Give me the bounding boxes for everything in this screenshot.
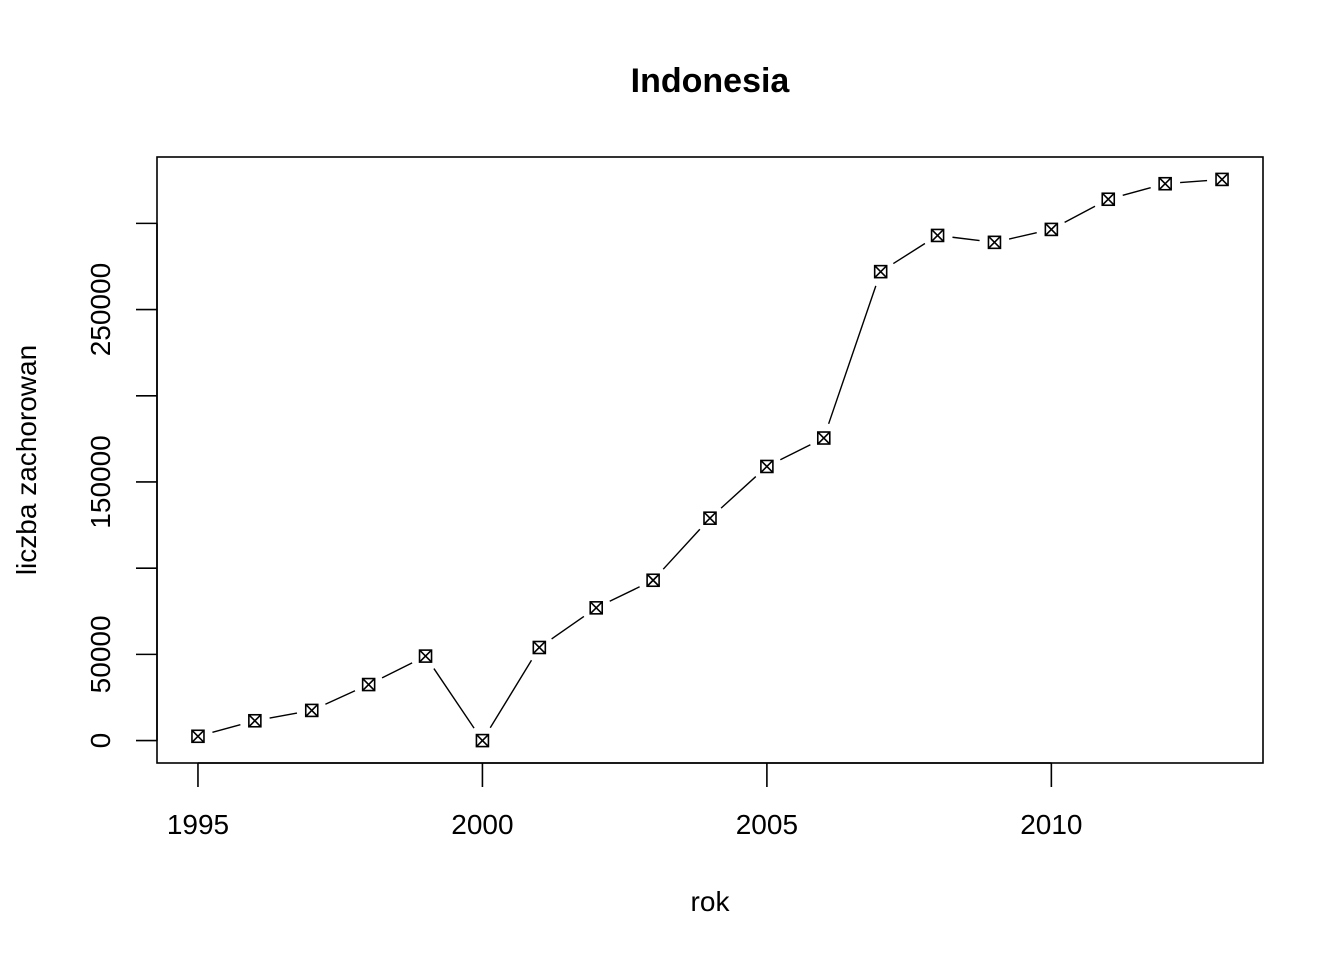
data-point (589, 601, 604, 615)
series-segment (952, 236, 980, 242)
series-line (212, 179, 1208, 734)
data-point (191, 729, 205, 744)
y-axis-label: liczba zachorowan (11, 345, 42, 575)
data-point (1158, 176, 1172, 191)
y-tick-label: 250000 (85, 263, 116, 356)
data-point (703, 511, 717, 525)
series-segment (269, 712, 298, 719)
data-point (248, 713, 262, 728)
series-segment (551, 615, 585, 640)
series-segment (827, 285, 877, 425)
x-tick-label: 2010 (1020, 809, 1082, 840)
plot-frame (156, 156, 1264, 764)
series-segment (1122, 186, 1151, 196)
series-segment (720, 476, 757, 509)
series-segment (779, 444, 811, 461)
data-point (532, 640, 547, 655)
series-segment (1008, 232, 1037, 240)
x-axis: 1995 2000 2005 2010 (167, 762, 1083, 840)
x-tick-label: 2000 (451, 809, 513, 840)
series-segment (489, 659, 533, 729)
data-point (816, 431, 831, 445)
series-segment (662, 528, 701, 570)
y-axis: 0 50000 150000 250000 (85, 222, 158, 749)
data-point (930, 228, 945, 243)
series-segment (433, 668, 475, 729)
data-point (1044, 222, 1059, 237)
data-point (475, 733, 490, 748)
data-point (760, 459, 774, 474)
data-point (418, 649, 433, 663)
series-segment (1180, 179, 1208, 184)
series-segment (325, 690, 356, 705)
series-points (191, 172, 1229, 748)
series-segment (609, 586, 640, 602)
data-point (361, 677, 376, 692)
data-point (987, 235, 1002, 250)
x-tick-label: 2005 (736, 809, 798, 840)
series-segment (381, 662, 413, 679)
series-segment (212, 724, 241, 734)
data-point (1215, 172, 1229, 187)
chart-title: Indonesia (631, 62, 791, 100)
y-tick-label: 50000 (85, 615, 116, 693)
y-tick-label: 0 (85, 733, 116, 749)
y-tick-label: 150000 (85, 435, 116, 528)
data-point (873, 264, 888, 279)
data-point (304, 703, 319, 718)
series-segment (1064, 205, 1096, 224)
x-tick-label: 1995 (167, 809, 229, 840)
data-point (646, 573, 660, 588)
x-axis-label: rok (691, 886, 731, 917)
series-segment (892, 242, 926, 265)
data-point (1101, 192, 1116, 207)
